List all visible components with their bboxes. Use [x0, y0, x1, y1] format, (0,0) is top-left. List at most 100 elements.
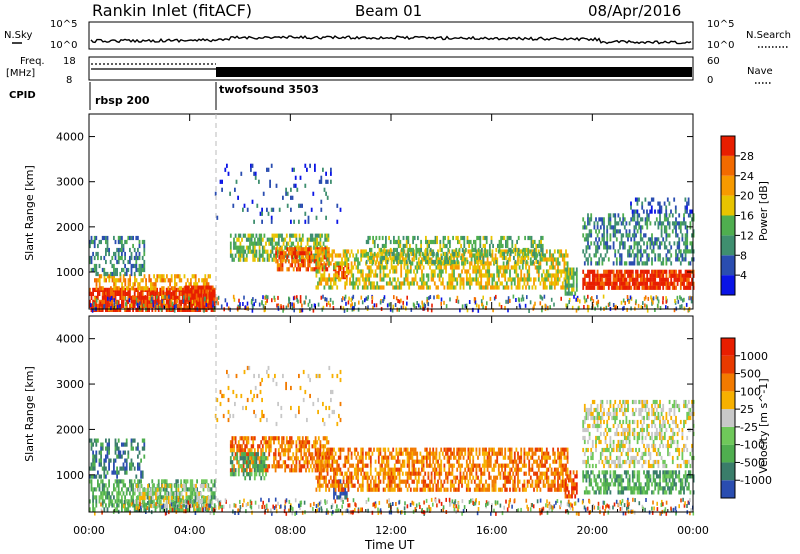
- range-cell-7: [411, 277, 414, 282]
- range-cell-3: [210, 305, 212, 310]
- range-cell-3: [205, 293, 208, 298]
- range-cell-11: [692, 217, 695, 222]
- range-cell-7: [486, 269, 489, 274]
- range-cell-7: [534, 285, 537, 290]
- range-cell-noise: [507, 308, 509, 313]
- range-cell-8: [489, 243, 491, 249]
- range-cell-11: [598, 237, 601, 242]
- range-cell-7: [352, 273, 355, 278]
- range-cell-noise: [528, 309, 530, 313]
- range-cell-11: [595, 237, 597, 242]
- range-cell-5: [304, 263, 306, 268]
- range-cell-7: [376, 273, 379, 278]
- range-cell-noise: [107, 296, 109, 301]
- range-cell-3: [199, 289, 201, 294]
- range-cell-noise: [136, 301, 139, 306]
- range-cell-10: [660, 273, 663, 278]
- range-cell-2: [143, 239, 146, 245]
- range-cell-7: [475, 269, 478, 274]
- range-cell-noise: [624, 301, 626, 306]
- range-cell-0: [154, 295, 157, 300]
- range-cell-2: [135, 259, 138, 265]
- range-cell-7: [472, 269, 475, 274]
- range-cell-noise: [541, 296, 544, 301]
- range-cell-3: [289, 448, 291, 453]
- range-cell-11: [691, 233, 693, 238]
- range-cell-7: [537, 269, 540, 274]
- range-cell-8: [477, 235, 480, 241]
- range-cell-7: [435, 285, 438, 290]
- range-cell-7: [520, 277, 523, 282]
- range-cell-1: [124, 278, 127, 283]
- range-cell-8: [402, 235, 405, 241]
- range-cell-noise: [173, 308, 176, 313]
- range-cell-3: [244, 436, 247, 441]
- range-cell-noise: [277, 305, 280, 310]
- range-cell-7: [385, 281, 388, 286]
- range-cell-0: [108, 495, 110, 500]
- range-cell-8: [401, 259, 403, 265]
- range-cell-2: [137, 446, 139, 451]
- range-cell-11: [639, 257, 642, 262]
- range-cell-7: [317, 281, 319, 286]
- range-cell-2: [138, 271, 141, 277]
- range-cell-7: [406, 269, 409, 274]
- range-cell-1: [154, 278, 157, 283]
- range-cell-noise: [291, 306, 294, 311]
- range-cell-9: [564, 275, 567, 280]
- range-cell-7: [334, 253, 337, 258]
- range-cell-0: [141, 291, 144, 296]
- range-cell-10: [646, 277, 649, 282]
- range-cell-0: [199, 307, 202, 312]
- range-cell-4: [253, 456, 256, 461]
- range-cell-8: [511, 239, 514, 245]
- range-cell-2: [117, 454, 120, 459]
- range-cell-8: [538, 243, 541, 249]
- range-cell-10: [673, 277, 676, 282]
- range-cell-4: [258, 257, 261, 262]
- range-cell-7: [417, 257, 420, 262]
- range-cell-3: [298, 440, 301, 445]
- range-cell-4: [255, 456, 258, 461]
- range-cell-0: [165, 483, 168, 488]
- range-cell-12: [638, 197, 640, 202]
- range-cell-3: [298, 460, 301, 465]
- range-cell-7: [315, 261, 318, 266]
- range-cell-1: [116, 286, 119, 291]
- range-cell-0: [204, 479, 206, 484]
- range-cell-7: [357, 269, 359, 274]
- range-cell-0: [101, 291, 104, 296]
- range-cell-3: [322, 436, 325, 441]
- range-cell-1: [114, 282, 117, 287]
- range-cell-10: [675, 273, 677, 278]
- range-cell-7: [350, 269, 353, 274]
- range-cell-9: [566, 271, 569, 276]
- range-cell-2: [132, 243, 134, 249]
- range-cell-5: [281, 251, 284, 256]
- range-cell-7: [355, 281, 358, 286]
- range-cell-11: [585, 233, 588, 238]
- range-cell-0: [167, 291, 170, 296]
- range-cell-0: [151, 499, 154, 504]
- range-cell-2: [97, 470, 99, 475]
- range-cell-9: [572, 283, 575, 288]
- range-cell-10: [636, 285, 639, 290]
- range-cell-7: [430, 257, 433, 262]
- range-cell-0: [122, 483, 125, 488]
- range-cell-7: [405, 273, 407, 278]
- range-cell-10: [655, 273, 658, 278]
- range-cell-0: [125, 487, 128, 492]
- range-cell-11: [633, 257, 636, 262]
- range-cell-7: [449, 265, 452, 270]
- range-cell-4: [298, 257, 301, 262]
- range-cell-0: [101, 307, 104, 312]
- range-cell-13: [298, 203, 300, 208]
- range-cell-1: [127, 282, 130, 287]
- range-cell-4: [285, 241, 288, 246]
- range-cell-11: [606, 249, 609, 254]
- range-cell-11: [631, 213, 634, 218]
- range-cell-7: [536, 265, 539, 270]
- range-cell-7: [518, 253, 521, 258]
- range-cell-13: [325, 215, 327, 220]
- range-cell-11: [620, 233, 623, 238]
